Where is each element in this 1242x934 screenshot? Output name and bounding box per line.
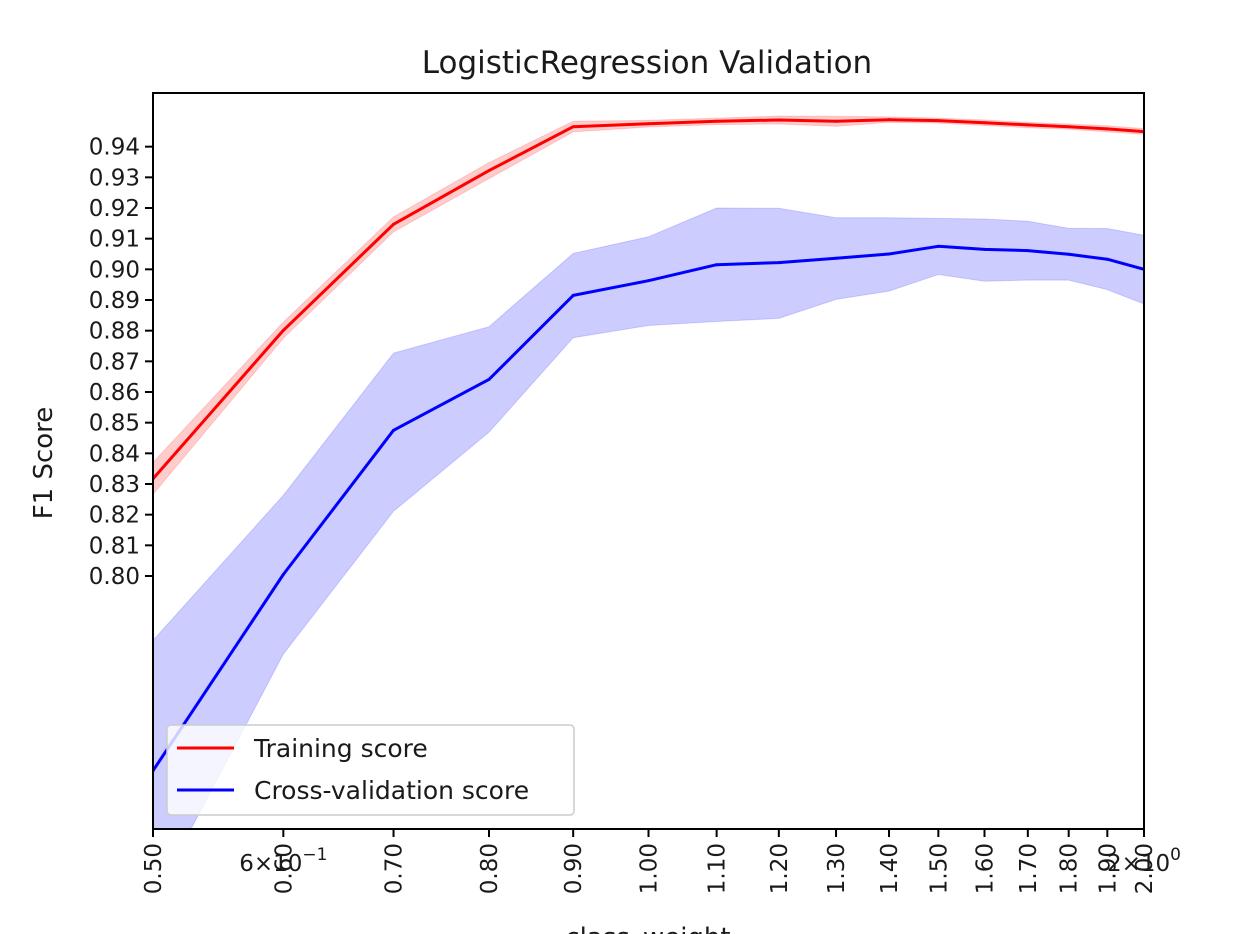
cross-validation-point [281,572,285,576]
x-tick-label: 0.50 [141,843,167,894]
x-tick-label: 1.00 [637,843,663,894]
cross-validation-point [834,256,838,260]
y-tick-label: 0.81 [89,533,140,559]
training-point [777,118,781,122]
training-point [487,169,491,173]
x-tick-label: 1.90 [1095,843,1121,894]
y-tick-label: 0.85 [89,411,140,437]
x-tick-label: 1.30 [824,843,850,894]
x-tick-label: 1.80 [1057,843,1083,894]
training-point [715,119,719,123]
x-tick-label: 1.40 [877,843,903,894]
cross-validation-point [1067,252,1071,256]
y-tick-label: 0.84 [89,441,140,467]
x-axis-label: class_weight [565,923,730,934]
x-tick-label: 0.80 [477,843,503,894]
y-tick-label: 0.90 [89,257,140,283]
cross-validation-std-band [153,207,1144,829]
y-tick-label: 0.82 [89,503,140,529]
legend-label: Training score [253,734,428,763]
x-axis: 0.50 0.60 0.70 0.80 0.90 1.00 1.10 1.20 1.30 1.40… [141,829,1181,894]
y-tick-label: 0.92 [89,196,140,222]
series-group [153,115,1144,829]
y-tick-label: 0.87 [89,349,140,375]
cross-validation-point [571,293,575,297]
y-tick-label: 0.83 [89,472,140,498]
x-tick-label: 0.60 [271,843,297,894]
cross-validation-point [887,252,891,256]
plot-area [153,115,1144,829]
training-point [647,122,650,126]
training-point [1026,123,1030,127]
legend-box [166,724,575,816]
legend-label: Cross-validation score [254,776,529,805]
x-tick-label: 1.10 [705,843,731,894]
training-score-line [153,118,1144,480]
chart-title: LogisticRegression Validation [422,45,872,81]
y-tick-label: 0.94 [89,135,140,161]
y-tick-label: 0.89 [89,288,140,314]
x-tick-label: 0.90 [561,843,587,894]
training-point [571,125,575,129]
cross-validation-score-line [153,244,1144,772]
y-axis-label: F1 Score [29,407,59,520]
training-point [1105,127,1109,131]
cross-validation-point [982,247,986,251]
training-point [936,119,940,123]
x-minor-tick-label: 6×10−1 [239,845,327,877]
y-axis: 0.80 0.81 0.82 0.83 0.84 0.85 0.86 0.87 0.88 0.89… [89,135,153,590]
y-tick-label: 0.91 [89,227,140,253]
y-tick-label: 0.80 [89,564,140,590]
x-tick-label: 1.70 [1016,843,1042,894]
training-point [982,121,986,125]
x-tick-label: 1.60 [973,843,999,894]
training-point [281,328,285,332]
x-tick-label: 0.70 [382,843,408,894]
training-point [1067,125,1071,129]
training-point [392,222,396,226]
training-point [887,118,891,122]
cross-validation-point [1026,249,1030,253]
cross-validation-point [777,261,781,265]
cross-validation-point [487,377,491,381]
x-tick-label: 2.00 [1132,843,1158,894]
plot-frame [152,92,1145,830]
x-tick-label: 1.50 [926,843,952,894]
y-tick-label: 0.88 [89,319,140,345]
cross-validation-point [647,279,650,283]
x-tick-label: 1.20 [767,843,793,894]
y-tick-label: 0.86 [89,380,140,406]
cross-validation-point [1105,257,1109,261]
x-minor-tick-label: 2×100 [1107,845,1181,877]
legend: Training score Cross-validation score [166,724,575,816]
cross-validation-point [936,244,940,248]
cross-validation-point [715,263,719,267]
cross-validation-point [392,428,396,432]
training-point [834,119,838,123]
y-tick-label: 0.93 [89,165,140,191]
training-std-band [153,115,1144,496]
